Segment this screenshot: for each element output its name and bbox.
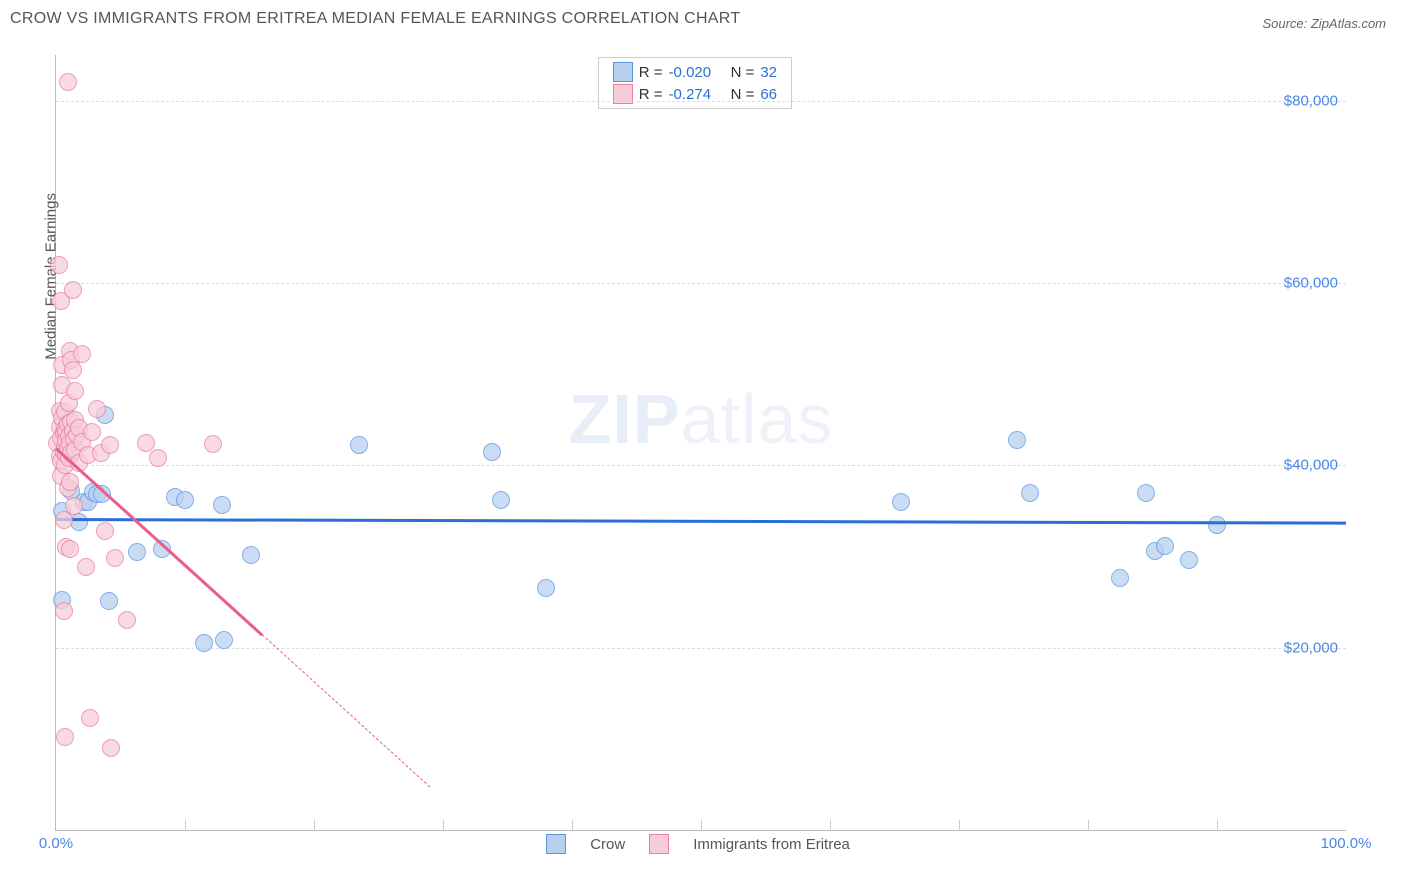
data-point-1 [59, 73, 77, 91]
data-point-1 [101, 436, 119, 454]
data-point-0 [892, 493, 910, 511]
data-point-1 [56, 728, 74, 746]
data-point-1 [88, 400, 106, 418]
data-point-1 [77, 558, 95, 576]
data-point-0 [537, 579, 555, 597]
trendline [55, 447, 263, 636]
x-tick-max: 100.0% [1321, 835, 1372, 852]
data-point-0 [1008, 431, 1026, 449]
plot-area: ZIPatlas Median Female Earnings R = -0.0… [55, 55, 1346, 831]
data-point-0 [100, 592, 118, 610]
data-point-0 [1180, 551, 1198, 569]
tick-v [701, 820, 702, 830]
data-point-0 [483, 443, 501, 461]
data-point-0 [1208, 516, 1226, 534]
data-point-0 [128, 543, 146, 561]
data-point-1 [204, 435, 222, 453]
tick-v [572, 820, 573, 830]
y-tick-label: $40,000 [1284, 457, 1338, 474]
data-point-1 [64, 281, 82, 299]
legend-bottom-label-0: Crow [590, 836, 625, 853]
data-point-0 [213, 496, 231, 514]
legend-bottom-swatch-1 [649, 834, 669, 854]
data-point-0 [492, 491, 510, 509]
tick-v [1088, 820, 1089, 830]
watermark: ZIPatlas [569, 379, 834, 459]
source-label: Source: ZipAtlas.com [1262, 16, 1386, 31]
gridline-h [56, 283, 1346, 284]
tick-v [185, 820, 186, 830]
data-point-1 [50, 256, 68, 274]
data-point-1 [118, 611, 136, 629]
data-point-0 [195, 634, 213, 652]
y-tick-label: $20,000 [1284, 639, 1338, 656]
watermark-atlas: atlas [681, 380, 834, 458]
tick-v [314, 820, 315, 830]
legend-stats-row-0: R = -0.020 N = 32 [613, 62, 777, 82]
data-point-1 [65, 497, 83, 515]
gridline-h [56, 465, 1346, 466]
tick-v [830, 820, 831, 830]
data-point-1 [102, 739, 120, 757]
y-axis-label: Median Female Earnings [43, 193, 60, 360]
data-point-1 [81, 709, 99, 727]
data-point-1 [149, 449, 167, 467]
data-point-1 [55, 602, 73, 620]
data-point-0 [215, 631, 233, 649]
data-point-0 [1137, 484, 1155, 502]
data-point-0 [176, 491, 194, 509]
y-tick-label: $80,000 [1284, 92, 1338, 109]
watermark-zip: ZIP [569, 380, 681, 458]
n-value-0: 32 [760, 64, 777, 81]
x-tick-min: 0.0% [39, 835, 73, 852]
data-point-0 [1156, 537, 1174, 555]
legend-bottom-swatch-0 [546, 834, 566, 854]
data-point-1 [96, 522, 114, 540]
tick-v [959, 820, 960, 830]
data-point-1 [73, 345, 91, 363]
data-point-1 [66, 382, 84, 400]
y-tick-label: $60,000 [1284, 274, 1338, 291]
chart-container: CROW VS IMMIGRANTS FROM ERITREA MEDIAN F… [10, 10, 1396, 882]
tick-v [443, 820, 444, 830]
n-label: N = [731, 64, 755, 81]
trendline [56, 518, 1346, 525]
trendline-ext [262, 634, 430, 787]
data-point-1 [83, 423, 101, 441]
r-value-0: -0.020 [669, 64, 725, 81]
chart-title: CROW VS IMMIGRANTS FROM ERITREA MEDIAN F… [10, 10, 1396, 28]
data-point-0 [70, 513, 88, 531]
data-point-0 [350, 436, 368, 454]
data-point-1 [106, 549, 124, 567]
legend-series: Crow Immigrants from Eritrea [546, 834, 850, 854]
data-point-0 [1021, 484, 1039, 502]
data-point-0 [242, 546, 260, 564]
gridline-h [56, 648, 1346, 649]
data-point-1 [61, 473, 79, 491]
r-label: R = [639, 64, 663, 81]
data-point-0 [1111, 569, 1129, 587]
gridline-h [56, 101, 1346, 102]
data-point-1 [64, 361, 82, 379]
legend-bottom-label-1: Immigrants from Eritrea [693, 836, 850, 853]
tick-v [1217, 820, 1218, 830]
legend-swatch-0 [613, 62, 633, 82]
data-point-1 [61, 540, 79, 558]
